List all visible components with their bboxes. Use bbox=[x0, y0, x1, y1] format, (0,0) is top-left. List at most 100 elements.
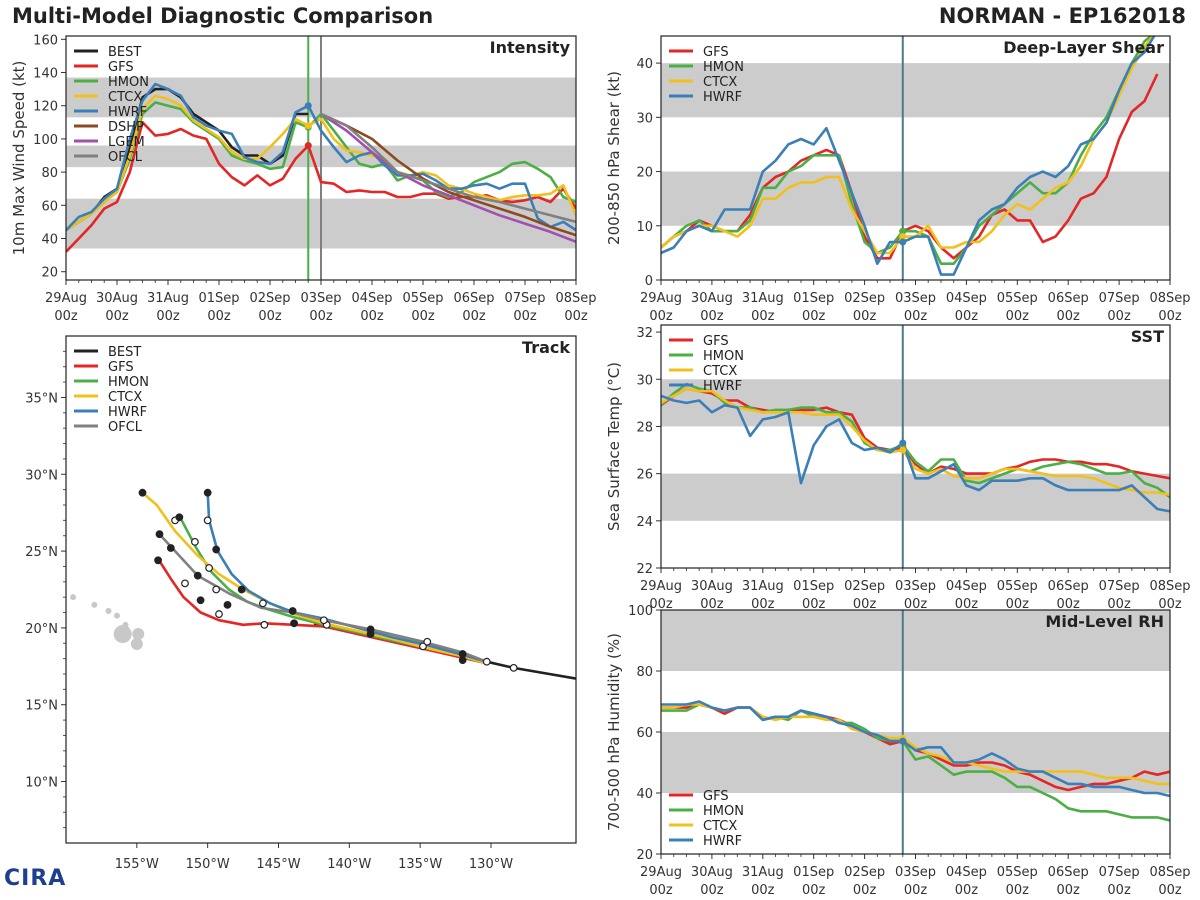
rh-xtick-day: 02Sep bbox=[844, 865, 885, 880]
track-position-marker bbox=[509, 663, 518, 672]
track-position-marker bbox=[223, 600, 232, 609]
track-position-marker bbox=[259, 599, 267, 608]
sst-xtick-day: 04Sep bbox=[946, 579, 987, 594]
shear-ytick-label: 20 bbox=[636, 166, 653, 181]
figure-title: Multi-Model Diagnostic Comparison bbox=[12, 4, 434, 28]
intensity-ytick-label: 120 bbox=[33, 100, 58, 115]
shear-legend-label-hwrf: HWRF bbox=[703, 90, 742, 105]
rh-legend-label-ctcx: CTCX bbox=[703, 819, 737, 834]
shear-ytick-label: 0 bbox=[645, 274, 653, 289]
rh-xtick-day: 05Sep bbox=[997, 865, 1038, 880]
intensity-xtick-hour: 00z bbox=[309, 309, 333, 324]
track-xtick-label: 130°W bbox=[469, 857, 513, 872]
shear-xtick-day: 05Sep bbox=[997, 291, 1038, 306]
intensity-series-group bbox=[66, 82, 576, 253]
intensity-line-lgem bbox=[320, 112, 576, 244]
track-position-marker bbox=[205, 564, 213, 572]
track-position-marker bbox=[155, 530, 164, 539]
rh-shade-band bbox=[661, 732, 1170, 793]
sst-ytick-label: 32 bbox=[636, 326, 653, 341]
shear-xtick-hour: 00z bbox=[853, 309, 877, 324]
rh-shade-band bbox=[661, 610, 1170, 671]
rh-xtick-day: 01Sep bbox=[793, 865, 834, 880]
shear-legend-label-gfs: GFS bbox=[703, 45, 729, 60]
hawaii-island bbox=[132, 628, 145, 641]
track-position-marker bbox=[166, 544, 175, 552]
sst-ytick-label: 28 bbox=[636, 420, 653, 435]
rh-xtick-day: 30Aug bbox=[691, 865, 733, 880]
intensity-legend-label-dshp: DSHP bbox=[108, 120, 144, 135]
shear-xtick-hour: 00z bbox=[649, 309, 673, 324]
sst-xtick-day: 02Sep bbox=[844, 579, 885, 594]
track-xtick-label: 135°W bbox=[398, 857, 442, 872]
rh-frame bbox=[660, 609, 1171, 855]
intensity-ytick-label: 100 bbox=[33, 133, 58, 148]
sst-xtick-day: 06Sep bbox=[1048, 579, 1089, 594]
shear-marker-ctcx bbox=[899, 233, 907, 241]
track-xtick-label: 140°W bbox=[327, 857, 371, 872]
sst-panel: 29Aug 00z 30Aug 00z 31Aug 00z 01Sep 00z 02Sep 00z… bbox=[605, 324, 1191, 612]
track-position-marker bbox=[193, 571, 202, 580]
intensity-xtick-day: 08Sep bbox=[555, 291, 596, 306]
intensity-xtick-hour: 00z bbox=[105, 309, 129, 324]
rh-xtick-day: 06Sep bbox=[1048, 865, 1089, 880]
track-position-marker bbox=[175, 513, 184, 522]
shear-xtick-hour: 00z bbox=[904, 309, 928, 324]
intensity-ytick-label: 80 bbox=[41, 166, 58, 181]
rh-ylabel: 700-500 hPa Humidity (%) bbox=[605, 633, 623, 831]
intensity-legend-label-hmon: HMON bbox=[108, 75, 149, 90]
shear-xtick-hour: 00z bbox=[1006, 309, 1030, 324]
intensity-xtick-day: 03Sep bbox=[300, 291, 341, 306]
sst-xtick-hour: 00z bbox=[700, 597, 724, 612]
rh-panel: 29Aug 00z 30Aug 00z 31Aug 00z 01Sep 00z 02Sep 00z… bbox=[605, 604, 1191, 898]
intensity-xtick-day: 05Sep bbox=[402, 291, 443, 306]
track-position-marker bbox=[290, 619, 298, 628]
shear-xtick-day: 04Sep bbox=[946, 291, 987, 306]
sst-xtick-hour: 00z bbox=[904, 597, 928, 612]
shear-xtick-hour: 00z bbox=[1107, 309, 1131, 324]
track-position-marker bbox=[191, 537, 199, 546]
shear-xtick-day: 07Sep bbox=[1099, 291, 1140, 306]
shear-xtick-day: 29Aug bbox=[640, 291, 682, 306]
sst-legend-label-ctcx: CTCX bbox=[703, 364, 737, 379]
sst-xtick-day: 07Sep bbox=[1099, 579, 1140, 594]
track-position-marker bbox=[366, 625, 375, 634]
track-position-marker bbox=[237, 585, 246, 594]
track-position-marker bbox=[181, 579, 189, 588]
sst-shade-band bbox=[661, 379, 1170, 427]
intensity-xtick-hour: 00z bbox=[207, 309, 231, 324]
rh-marker-hwrf bbox=[899, 737, 907, 745]
shear-ytick-label: 30 bbox=[636, 111, 653, 126]
intensity-xtick-hour: 00z bbox=[258, 309, 282, 324]
shear-xtick-hour: 00z bbox=[802, 309, 826, 324]
sst-ytick-label: 26 bbox=[636, 468, 653, 483]
intensity-xtick-day: 04Sep bbox=[351, 291, 392, 306]
intensity-xtick-hour: 00z bbox=[513, 309, 537, 324]
sst-xtick-hour: 00z bbox=[955, 597, 979, 612]
track-xtick-label: 150°W bbox=[186, 857, 230, 872]
rh-xtick-day: 03Sep bbox=[895, 865, 936, 880]
sst-plot-area bbox=[661, 325, 1170, 568]
shear-xtick-day: 31Aug bbox=[742, 291, 784, 306]
hawaii-island bbox=[70, 594, 77, 601]
rh-xtick-hour: 00z bbox=[1158, 883, 1182, 898]
intensity-frame bbox=[65, 35, 577, 281]
track-ytick-label: 20°N bbox=[25, 622, 58, 637]
track-position-marker bbox=[458, 650, 467, 658]
track-ytick-label: 30°N bbox=[25, 468, 58, 483]
cira-logo: CIRA bbox=[4, 866, 66, 891]
track-ytick-label: 10°N bbox=[25, 776, 58, 791]
sst-shade-band bbox=[661, 473, 1170, 521]
hawaii-island bbox=[130, 638, 143, 651]
rh-title: Mid-Level RH bbox=[1045, 612, 1164, 631]
sst-xtick-hour: 00z bbox=[751, 597, 775, 612]
rh-ytick-label: 20 bbox=[636, 848, 653, 863]
shear-marker-hmon bbox=[899, 227, 907, 235]
rh-ytick-label: 60 bbox=[636, 726, 653, 741]
sst-xtick-day: 29Aug bbox=[640, 579, 682, 594]
track-legend-label-gfs: GFS bbox=[108, 360, 134, 375]
storm-id-title: NORMAN - EP162018 bbox=[938, 4, 1186, 28]
sst-xtick-hour: 00z bbox=[1107, 597, 1131, 612]
shear-shade-band bbox=[661, 63, 1170, 118]
